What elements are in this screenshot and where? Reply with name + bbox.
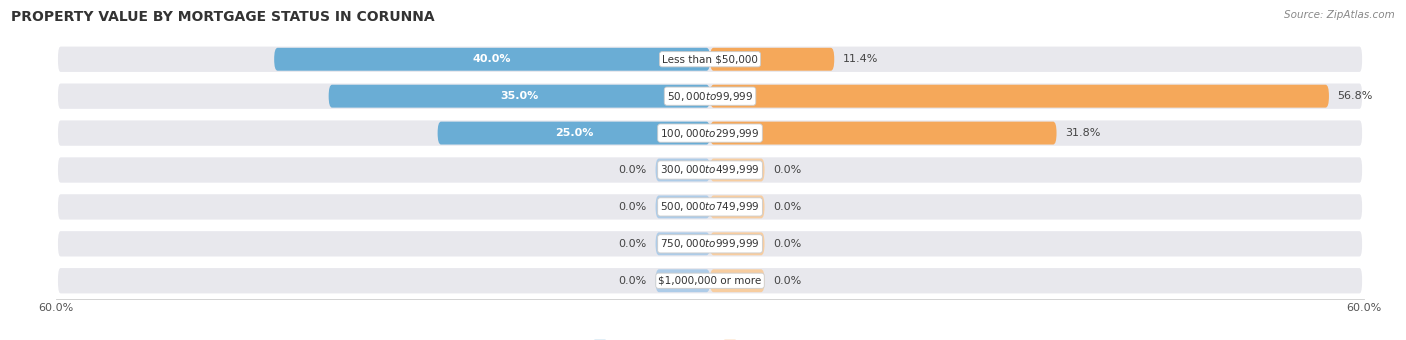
FancyBboxPatch shape xyxy=(710,122,1056,144)
Text: $50,000 to $99,999: $50,000 to $99,999 xyxy=(666,90,754,103)
FancyBboxPatch shape xyxy=(655,195,710,218)
Text: 25.0%: 25.0% xyxy=(554,128,593,138)
FancyBboxPatch shape xyxy=(710,195,765,218)
Text: 0.0%: 0.0% xyxy=(619,239,647,249)
FancyBboxPatch shape xyxy=(437,122,710,144)
Text: 56.8%: 56.8% xyxy=(1337,91,1374,101)
Text: 40.0%: 40.0% xyxy=(472,54,512,64)
FancyBboxPatch shape xyxy=(56,119,1364,148)
Text: Source: ZipAtlas.com: Source: ZipAtlas.com xyxy=(1284,10,1395,20)
Text: Less than $50,000: Less than $50,000 xyxy=(662,54,758,64)
FancyBboxPatch shape xyxy=(56,82,1364,110)
FancyBboxPatch shape xyxy=(655,232,710,255)
FancyBboxPatch shape xyxy=(56,45,1364,74)
FancyBboxPatch shape xyxy=(710,48,834,71)
FancyBboxPatch shape xyxy=(710,232,765,255)
Text: 0.0%: 0.0% xyxy=(773,202,801,212)
FancyBboxPatch shape xyxy=(329,85,710,108)
Text: $750,000 to $999,999: $750,000 to $999,999 xyxy=(661,237,759,250)
FancyBboxPatch shape xyxy=(56,156,1364,184)
Text: 0.0%: 0.0% xyxy=(619,276,647,286)
FancyBboxPatch shape xyxy=(274,48,710,71)
Text: 0.0%: 0.0% xyxy=(773,276,801,286)
FancyBboxPatch shape xyxy=(56,230,1364,258)
Text: $500,000 to $749,999: $500,000 to $749,999 xyxy=(661,200,759,214)
Text: 35.0%: 35.0% xyxy=(501,91,538,101)
FancyBboxPatch shape xyxy=(710,158,765,182)
Text: 11.4%: 11.4% xyxy=(844,54,879,64)
Text: 31.8%: 31.8% xyxy=(1066,128,1101,138)
FancyBboxPatch shape xyxy=(655,269,710,292)
Text: $1,000,000 or more: $1,000,000 or more xyxy=(658,276,762,286)
Text: 0.0%: 0.0% xyxy=(619,202,647,212)
Text: 0.0%: 0.0% xyxy=(619,165,647,175)
FancyBboxPatch shape xyxy=(710,85,1329,108)
FancyBboxPatch shape xyxy=(56,266,1364,295)
Text: 0.0%: 0.0% xyxy=(773,165,801,175)
FancyBboxPatch shape xyxy=(655,158,710,182)
Text: $100,000 to $299,999: $100,000 to $299,999 xyxy=(661,126,759,140)
Text: PROPERTY VALUE BY MORTGAGE STATUS IN CORUNNA: PROPERTY VALUE BY MORTGAGE STATUS IN COR… xyxy=(11,10,434,24)
Text: $300,000 to $499,999: $300,000 to $499,999 xyxy=(661,164,759,176)
FancyBboxPatch shape xyxy=(56,192,1364,221)
FancyBboxPatch shape xyxy=(710,269,765,292)
Text: 0.0%: 0.0% xyxy=(773,239,801,249)
